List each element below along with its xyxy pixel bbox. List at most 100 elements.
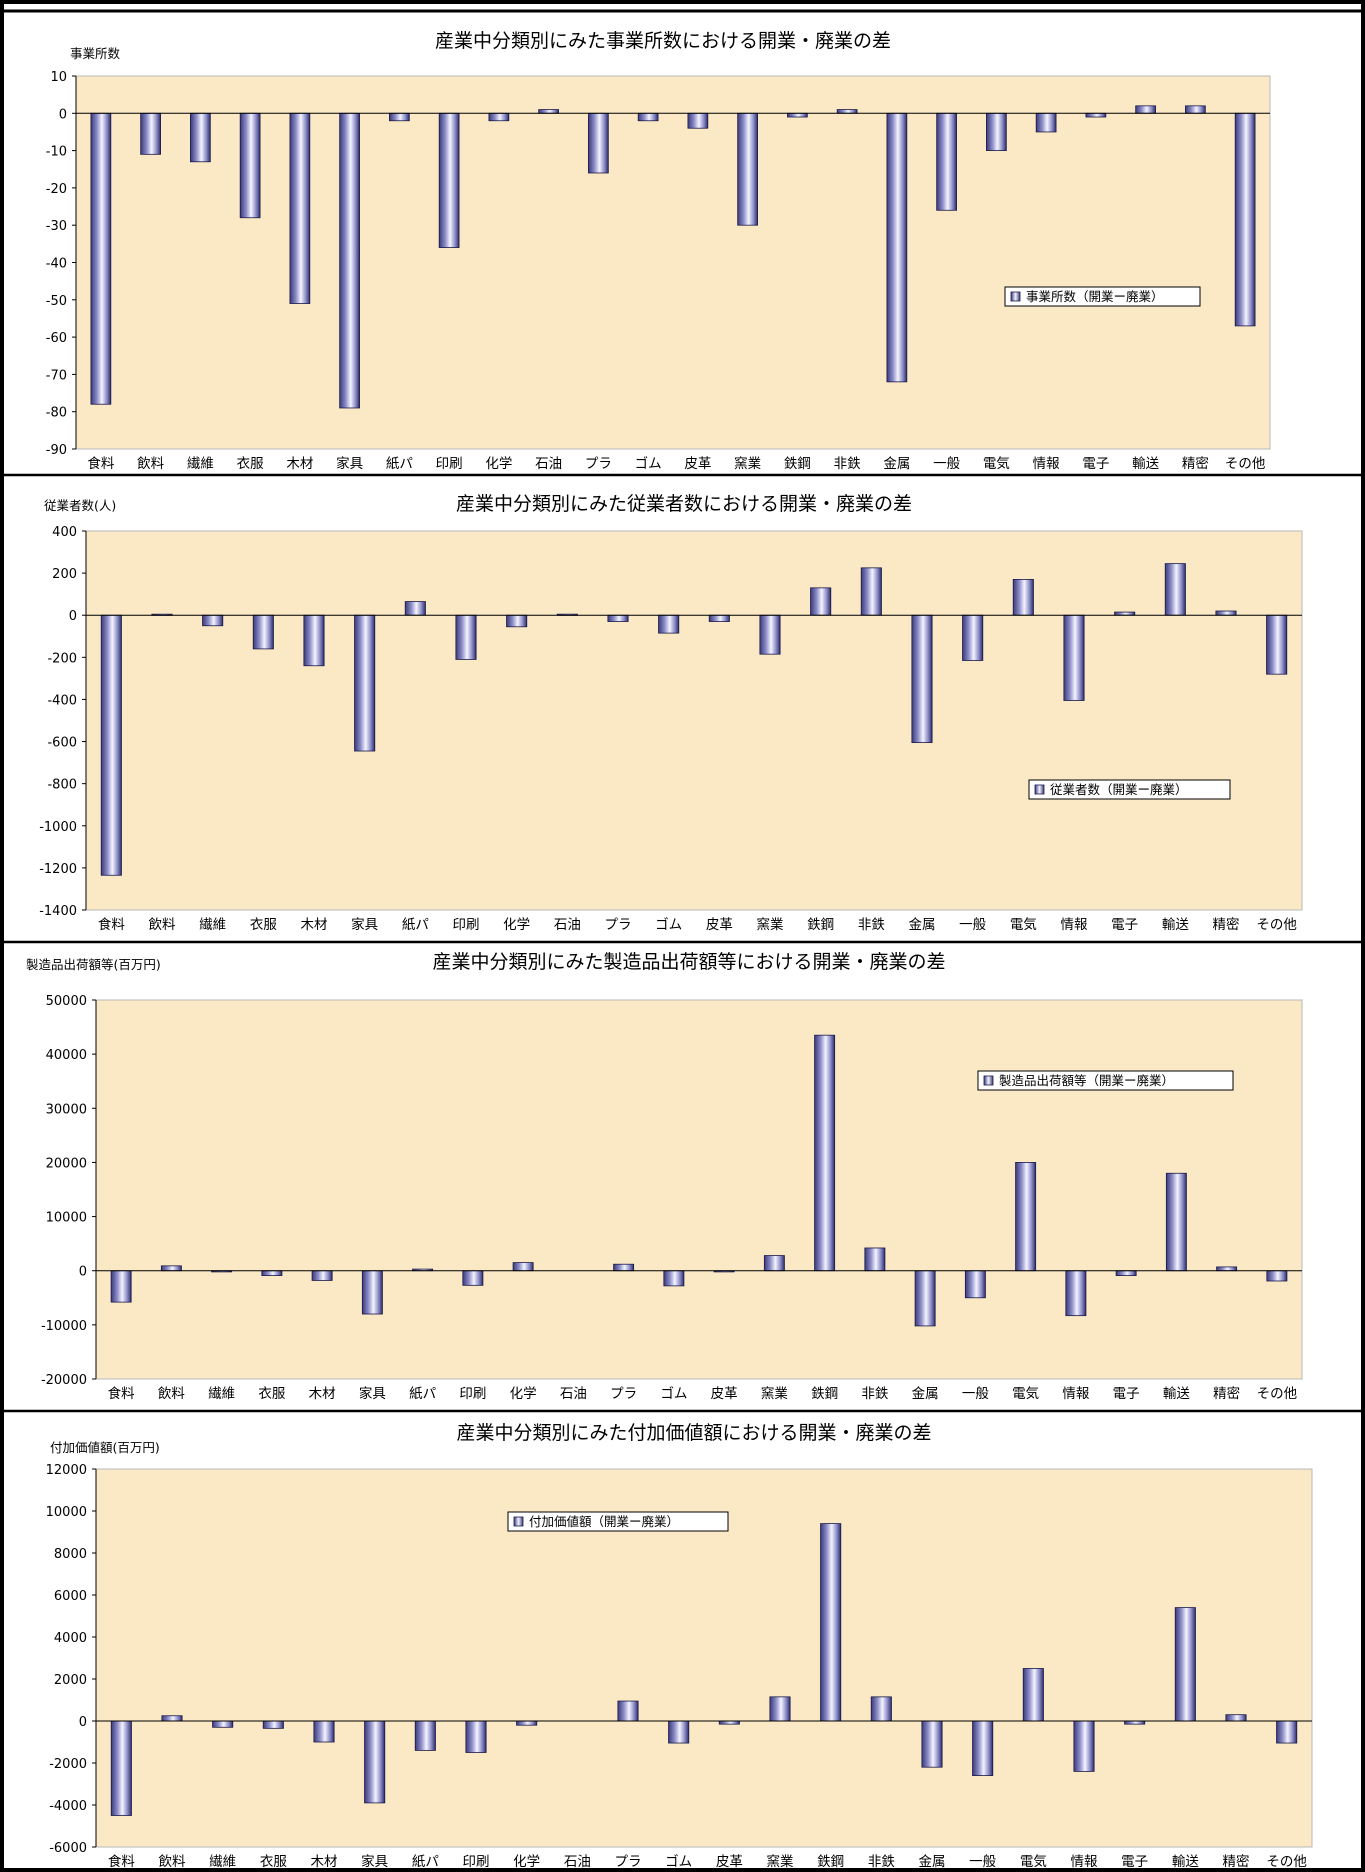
bar <box>1234 112 1256 327</box>
x-tick-label: 一般 <box>959 917 986 933</box>
y-tick-label: -1000 <box>39 820 77 835</box>
x-tick-label: 輸送 <box>1172 1854 1200 1870</box>
bar <box>339 112 360 409</box>
x-tick-label: プラ <box>605 917 632 933</box>
x-tick-label: 木材 <box>301 917 328 933</box>
bar <box>110 1270 132 1303</box>
y-tick-label: -6000 <box>49 1841 87 1856</box>
y-tick-label: -400 <box>47 693 77 708</box>
x-tick-label: 鉄鋼 <box>811 1386 838 1402</box>
x-tick-label: 金属 <box>909 917 936 933</box>
x-tick-label: 木材 <box>286 456 313 472</box>
bar <box>1215 610 1237 616</box>
x-tick-label: 電子 <box>1082 456 1109 472</box>
bar <box>202 614 224 627</box>
bar <box>354 614 376 752</box>
bar <box>810 587 832 616</box>
bar <box>1165 1172 1187 1272</box>
x-tick-label: プラ <box>615 1854 642 1870</box>
bar <box>864 1247 886 1272</box>
x-tick-label: 非鉄 <box>834 456 862 472</box>
bar <box>588 112 609 174</box>
x-tick-label: その他 <box>1266 1854 1307 1870</box>
y-tick-label: 20000 <box>46 1156 87 1171</box>
y-tick-label: 10000 <box>46 1211 87 1226</box>
x-tick-label: 紙パ <box>402 917 429 933</box>
bar <box>389 112 410 122</box>
bar <box>663 1270 685 1287</box>
x-tick-label: 電子 <box>1121 1854 1148 1870</box>
x-tick-label: 飲料 <box>158 1386 185 1402</box>
y-tick-label: -4000 <box>49 1799 87 1814</box>
x-tick-label: 非鉄 <box>858 917 885 933</box>
bar <box>100 614 122 876</box>
x-tick-label: 食料 <box>108 1853 135 1870</box>
x-tick-label: 非鉄 <box>868 1854 895 1870</box>
bar <box>512 1262 534 1272</box>
x-tick-label: 木材 <box>309 1386 336 1402</box>
x-tick-label: 電気 <box>1020 1854 1047 1870</box>
bar <box>1266 1270 1288 1282</box>
x-tick-label: 家具 <box>351 916 378 933</box>
bar <box>1015 1162 1037 1272</box>
bar <box>763 1255 785 1272</box>
x-tick-label: プラ <box>585 456 612 472</box>
bar <box>212 1720 234 1728</box>
x-tick-label: 繊維 <box>187 456 214 472</box>
bar <box>488 112 510 122</box>
y-tick-label: 30000 <box>46 1102 87 1117</box>
y-tick-label: -2000 <box>49 1757 87 1772</box>
x-tick-label: 金属 <box>883 456 910 472</box>
legend-label: 付加価値額（開業ー廃業） <box>529 1514 679 1529</box>
x-tick-label: その他 <box>1256 917 1297 933</box>
chart-title: 産業中分類別にみた製造品出荷額等における開業・廃業の差 <box>432 951 945 973</box>
x-tick-label: 衣服 <box>250 917 277 933</box>
legend-box <box>977 1070 1234 1091</box>
x-tick-label: 電気 <box>983 456 1010 472</box>
bar <box>1022 1668 1044 1722</box>
y-axis-label: 事業所数 <box>70 46 121 61</box>
bar <box>769 1696 791 1722</box>
bar <box>462 1270 484 1286</box>
x-tick-label: 一般 <box>962 1386 990 1402</box>
bar <box>1012 579 1034 616</box>
x-tick-label: 家具 <box>336 455 363 472</box>
bar <box>364 1720 386 1804</box>
y-tick-label: 8000 <box>54 1547 87 1562</box>
x-tick-label: ゴム <box>660 1385 687 1402</box>
y-tick-label: -90 <box>46 443 67 458</box>
x-tick-label: 家具 <box>361 1853 388 1870</box>
bar <box>759 614 781 655</box>
bar <box>404 601 426 616</box>
legend-box <box>1004 286 1201 307</box>
x-tick-label: 皮革 <box>684 456 711 472</box>
bar <box>911 614 933 744</box>
bar <box>820 1523 842 1722</box>
x-tick-label: 食料 <box>87 455 114 472</box>
x-tick-label: 衣服 <box>237 456 264 472</box>
bar <box>1185 105 1206 114</box>
x-tick-label: プラ <box>610 1386 637 1402</box>
x-tick-label: 情報 <box>1033 456 1061 472</box>
bar <box>160 1265 182 1272</box>
x-tick-label: 鉄鋼 <box>817 1854 844 1870</box>
y-tick-label: -1400 <box>39 904 77 919</box>
x-tick-label: 精密 <box>1182 455 1209 472</box>
y-tick-label: 0 <box>59 107 67 122</box>
y-axis-label: 製造品出荷額等(百万円) <box>26 957 161 972</box>
bar <box>1035 112 1057 133</box>
y-tick-label: 0 <box>69 609 77 624</box>
bar <box>1065 1270 1087 1317</box>
x-tick-label: 食料 <box>108 1385 135 1402</box>
bar <box>110 1720 132 1816</box>
bar <box>921 1720 943 1768</box>
x-tick-label: 繊維 <box>199 917 226 933</box>
bar <box>914 1270 936 1327</box>
x-tick-label: 輸送 <box>1163 1386 1191 1402</box>
bar <box>190 112 211 163</box>
bar <box>414 1720 436 1751</box>
x-tick-label: 飲料 <box>149 917 176 933</box>
x-tick-label: 皮革 <box>711 1386 738 1402</box>
bar <box>261 1270 283 1276</box>
